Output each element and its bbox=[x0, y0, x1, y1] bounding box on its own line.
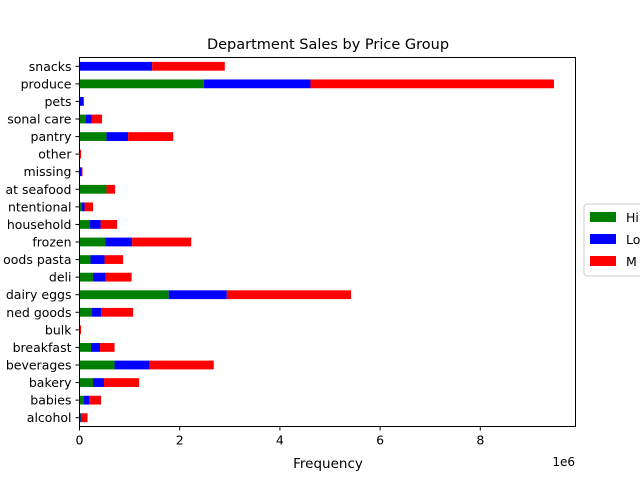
bar-missing-series-2 bbox=[81, 167, 83, 177]
bar-international-series-2 bbox=[84, 202, 94, 212]
bar-household-series-2 bbox=[100, 220, 118, 229]
x-axis-label: Frequency bbox=[293, 456, 363, 472]
x-tick-label: 4 bbox=[276, 433, 284, 448]
x-tick-label: 6 bbox=[376, 433, 384, 448]
y-tick-label: household bbox=[7, 217, 72, 232]
legend-label: Lo bbox=[626, 232, 640, 247]
bar-meat-seafood-series-2 bbox=[106, 184, 116, 194]
x-axis-offset-label: 1e6 bbox=[552, 455, 575, 469]
y-tick-label: ntentional bbox=[8, 199, 72, 214]
bar-dry-goods-pasta-series-2 bbox=[104, 255, 124, 264]
bar-personal-care-series-1 bbox=[86, 114, 92, 124]
bar-pets-series-2 bbox=[83, 97, 85, 106]
y-tick-label: pets bbox=[44, 94, 71, 109]
legend-swatch bbox=[590, 234, 616, 244]
bar-beverages-series-0 bbox=[79, 360, 115, 370]
y-tick-label: pantry bbox=[31, 129, 73, 144]
bar-deli-series-0 bbox=[79, 272, 94, 282]
x-tick-label: 0 bbox=[76, 433, 84, 448]
bar-pantry-series-1 bbox=[106, 132, 129, 141]
bars-group bbox=[79, 61, 554, 423]
bar-alcohol-series-1 bbox=[80, 413, 82, 423]
bar-bakery-series-2 bbox=[104, 378, 140, 387]
y-tick-label: frozen bbox=[32, 235, 71, 250]
bar-meat-seafood-series-0 bbox=[79, 184, 107, 194]
x-axis-ticks: 0 2 4 6 8 bbox=[76, 426, 484, 448]
bar-babies-series-0 bbox=[79, 395, 85, 405]
bar-frozen-series-2 bbox=[132, 237, 192, 247]
bar-breakfast-series-0 bbox=[79, 343, 92, 352]
legend-label: M bbox=[626, 254, 637, 269]
axes-frame bbox=[79, 57, 576, 427]
y-tick-label: produce bbox=[21, 76, 72, 91]
bar-alcohol-series-2 bbox=[81, 413, 88, 423]
bar-snacks-series-1 bbox=[79, 61, 153, 71]
bar-bakery-series-0 bbox=[79, 378, 94, 387]
bar-canned-goods-series-2 bbox=[101, 307, 134, 317]
bar-dry-goods-pasta-series-0 bbox=[79, 255, 91, 264]
y-tick-label: breakfast bbox=[13, 340, 72, 355]
bar-pantry-series-0 bbox=[79, 132, 107, 141]
bar-household-series-0 bbox=[79, 220, 91, 229]
chart-title: Department Sales by Price Group bbox=[207, 37, 449, 53]
x-tick-label: 2 bbox=[176, 433, 184, 448]
bar-alcohol-series-0 bbox=[79, 413, 81, 423]
y-tick-label: deli bbox=[49, 270, 72, 285]
bar-dairy-eggs-series-2 bbox=[226, 290, 352, 300]
legend: Hi Lo M bbox=[583, 203, 640, 277]
bar-personal-care-series-0 bbox=[79, 114, 87, 124]
bar-bulk-series-2 bbox=[79, 325, 82, 335]
bar-beverages-series-1 bbox=[114, 360, 150, 370]
bar-produce-series-2 bbox=[310, 79, 554, 89]
bar-breakfast-series-2 bbox=[100, 343, 115, 352]
bar-frozen-series-1 bbox=[105, 237, 133, 247]
bar-international-series-0 bbox=[79, 202, 83, 212]
bar-beverages-series-2 bbox=[149, 360, 214, 370]
bar-canned-goods-series-1 bbox=[92, 307, 102, 317]
bar-household-series-1 bbox=[90, 220, 101, 229]
bar-breakfast-series-1 bbox=[91, 343, 101, 352]
bar-frozen-series-0 bbox=[79, 237, 106, 247]
y-tick-label: bakery bbox=[29, 375, 72, 390]
bar-deli-series-2 bbox=[105, 272, 132, 282]
legend-label: Hi bbox=[626, 210, 639, 225]
legend-swatch bbox=[590, 212, 616, 222]
bar-dairy-eggs-series-1 bbox=[168, 290, 227, 300]
legend-swatch bbox=[590, 256, 616, 266]
bar-bakery-series-1 bbox=[93, 378, 105, 387]
bar-snacks-series-2 bbox=[152, 61, 225, 71]
y-tick-label: sonal care bbox=[7, 112, 72, 127]
y-tick-label: babies bbox=[30, 393, 71, 408]
y-tick-label: missing bbox=[23, 164, 71, 179]
bar-pantry-series-2 bbox=[128, 132, 174, 141]
bar-missing-series-1 bbox=[80, 167, 82, 177]
bar-canned-goods-series-0 bbox=[79, 307, 93, 317]
y-tick-label: other bbox=[38, 147, 72, 162]
bar-other-series-2 bbox=[80, 149, 82, 159]
bar-personal-care-series-2 bbox=[91, 114, 103, 124]
x-tick-label: 8 bbox=[476, 433, 484, 448]
y-tick-label: oods pasta bbox=[3, 252, 71, 267]
bar-produce-series-0 bbox=[79, 79, 204, 89]
bar-deli-series-1 bbox=[93, 272, 106, 282]
y-tick-label: bulk bbox=[45, 322, 72, 337]
y-tick-label: at seafood bbox=[5, 182, 71, 197]
y-axis-ticks: alcohol babies bakery beverages breakfast bul… bbox=[3, 59, 80, 425]
bar-pets-series-1 bbox=[80, 97, 84, 106]
y-tick-label: dairy eggs bbox=[6, 287, 72, 302]
bar-dry-goods-pasta-series-1 bbox=[90, 255, 105, 264]
bar-international-series-1 bbox=[82, 202, 85, 212]
y-tick-label: beverages bbox=[6, 358, 72, 373]
y-tick-label: ned goods bbox=[6, 305, 71, 320]
bar-dairy-eggs-series-0 bbox=[79, 290, 169, 300]
bar-babies-series-1 bbox=[84, 395, 90, 405]
y-tick-label: alcohol bbox=[27, 410, 72, 425]
bar-produce-series-1 bbox=[203, 79, 311, 89]
y-tick-label: snacks bbox=[29, 59, 72, 74]
bar-babies-series-2 bbox=[89, 395, 102, 405]
